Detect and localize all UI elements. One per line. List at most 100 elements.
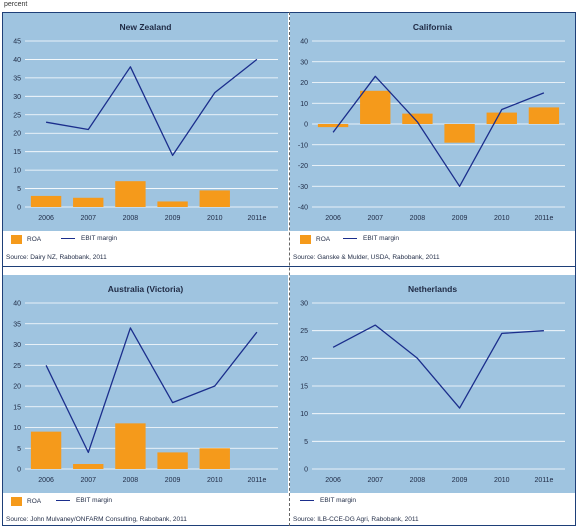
y-tick-label: 0 xyxy=(304,122,308,129)
y-tick-label: 20 xyxy=(13,131,21,138)
legend-item-ebit: EBIT margin xyxy=(343,235,399,242)
chart-title: California xyxy=(413,22,452,32)
legend: EBIT margin xyxy=(290,493,575,513)
unit-label: percent xyxy=(4,1,28,8)
x-tick-label: 2009 xyxy=(165,215,181,222)
y-tick-label: 0 xyxy=(17,205,21,212)
x-tick-label: 2010 xyxy=(494,477,510,484)
source-note: Source: John Mulvaney/ONFARM Consulting,… xyxy=(6,516,187,523)
line-ebit-margin xyxy=(332,75,545,187)
y-tick-label: 35 xyxy=(13,75,21,82)
x-tick-label: 2008 xyxy=(410,215,426,222)
legend-line-key xyxy=(61,237,75,240)
bar-roa xyxy=(115,181,146,207)
y-tick-label: 25 xyxy=(13,363,21,370)
y-tick-label: 5 xyxy=(17,186,21,193)
y-tick-label: 0 xyxy=(304,467,308,474)
legend-item-ebit: EBIT margin xyxy=(56,497,112,504)
chart-svg: California -40 -30 -20 -10 0 10 20 30 40 2006 2007 2… xyxy=(298,22,565,222)
bar-roa xyxy=(73,197,104,207)
bar-roa xyxy=(73,464,104,469)
legend-line-key xyxy=(343,237,357,240)
legend-label: EBIT margin xyxy=(320,497,357,504)
bar-roa xyxy=(30,195,62,207)
legend-item-roa: ROA xyxy=(11,235,41,244)
legend-bar-swatch xyxy=(300,235,311,244)
line-ebit-margin xyxy=(45,327,258,454)
plot-area: New Zealand 0 5 10 15 20 25 30 35 40 45 2006 2007 200… xyxy=(3,13,288,231)
line-ebit-margin xyxy=(332,324,544,409)
legend-item-roa: ROA xyxy=(11,497,41,506)
legend-bar-swatch xyxy=(11,497,22,506)
x-tick-label: 2011e xyxy=(247,215,266,222)
y-tick-label: 25 xyxy=(300,328,308,335)
chart-svg: Netherlands 0 5 10 15 20 25 30 2006 2007 2008 2009 2… xyxy=(300,284,565,484)
x-tick-label: 2010 xyxy=(494,215,510,222)
x-tick-label: 2006 xyxy=(38,215,54,222)
legend-label: ROA xyxy=(27,236,42,243)
y-tick-label: -20 xyxy=(298,163,308,170)
horizontal-divider xyxy=(2,266,576,267)
bar-roa xyxy=(157,452,188,469)
x-tick-label: 2008 xyxy=(123,477,139,484)
y-tick-label: 10 xyxy=(13,425,21,432)
legend-bar-swatch xyxy=(11,235,22,244)
y-tick-label: 15 xyxy=(13,149,21,156)
source-note: Source: Ganske & Mulder, USDA, Rabobank,… xyxy=(293,254,440,261)
legend-label: EBIT margin xyxy=(363,235,400,242)
y-tick-label: 40 xyxy=(13,301,21,308)
legend: ROA EBIT margin xyxy=(290,231,575,251)
y-tick-label: 25 xyxy=(13,112,21,119)
y-tick-label: 10 xyxy=(300,101,308,108)
chart-svg: New Zealand 0 5 10 15 20 25 30 35 40 45 2006 2007 200… xyxy=(13,22,278,222)
bar-roa xyxy=(30,431,62,469)
y-tick-label: 45 xyxy=(13,39,21,46)
y-tick-label: 30 xyxy=(13,342,21,349)
y-tick-label: 40 xyxy=(300,39,308,46)
x-tick-label: 2010 xyxy=(207,477,223,484)
x-tick-label: 2006 xyxy=(325,215,341,222)
y-tick-label: 10 xyxy=(300,411,308,418)
y-tick-label: 0 xyxy=(17,467,21,474)
x-tick-label: 2007 xyxy=(80,215,96,222)
bar-roa xyxy=(317,124,349,128)
y-tick-label: 20 xyxy=(300,80,308,87)
x-tick-label: 2009 xyxy=(452,215,468,222)
legend-line-key xyxy=(56,499,70,502)
source-note: Source: Dairy NZ, Rabobank, 2011 xyxy=(6,254,107,261)
legend-label: EBIT margin xyxy=(81,235,118,242)
x-tick-label: 2008 xyxy=(123,215,139,222)
chart-title: Australia (Victoria) xyxy=(108,284,184,294)
legend: ROA EBIT margin xyxy=(3,231,288,251)
y-tick-label: 35 xyxy=(13,321,21,328)
y-tick-label: 15 xyxy=(13,404,21,411)
plot-area: California -40 -30 -20 -10 0 10 20 30 40 2006 2007 2… xyxy=(290,13,575,231)
legend-item-roa: ROA xyxy=(300,235,330,244)
legend-label: ROA xyxy=(27,498,42,505)
bar-roa xyxy=(528,107,560,124)
y-tick-label: 20 xyxy=(300,356,308,363)
legend-label: EBIT margin xyxy=(76,497,113,504)
y-tick-label: -40 xyxy=(298,205,308,212)
y-tick-label: 5 xyxy=(17,446,21,453)
vertical-divider xyxy=(289,12,290,526)
x-tick-label: 2006 xyxy=(325,477,341,484)
legend-item-ebit: EBIT margin xyxy=(61,235,117,242)
y-tick-label: 20 xyxy=(13,384,21,391)
bar-roa xyxy=(402,113,433,124)
y-tick-label: 30 xyxy=(300,59,308,66)
chart-title: New Zealand xyxy=(120,22,172,32)
legend-line-key xyxy=(300,499,314,502)
y-tick-label: 10 xyxy=(13,168,21,175)
line-ebit-margin xyxy=(45,58,258,157)
x-tick-label: 2011e xyxy=(534,477,553,484)
legend-item-ebit: EBIT margin xyxy=(300,497,356,504)
y-tick-label: -30 xyxy=(298,184,308,191)
x-tick-label: 2007 xyxy=(367,477,383,484)
x-tick-label: 2011e xyxy=(247,477,266,484)
x-tick-label: 2009 xyxy=(452,477,468,484)
x-tick-label: 2008 xyxy=(410,477,426,484)
bar-roa xyxy=(199,190,230,207)
y-tick-label: 40 xyxy=(13,57,21,64)
plot-area: Netherlands 0 5 10 15 20 25 30 2006 2007 2008 2009 2… xyxy=(290,275,575,493)
